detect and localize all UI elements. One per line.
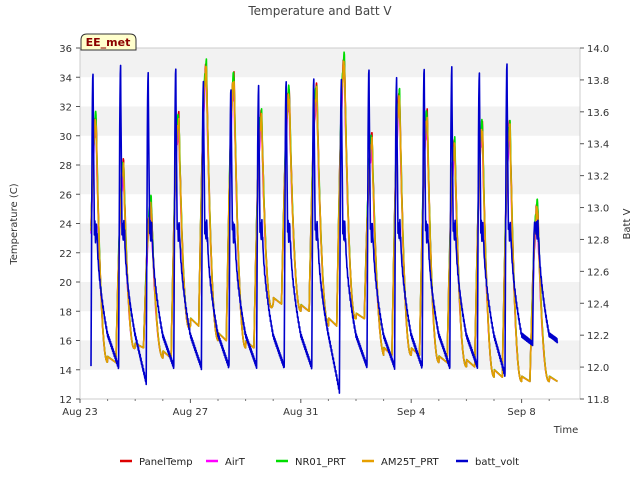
site-label-background xyxy=(80,33,137,51)
x-tick-label: Aug 27 xyxy=(173,407,208,418)
y2-tick-label: 12.6 xyxy=(587,267,609,278)
series-line-batt_volt xyxy=(90,63,559,394)
grid-band xyxy=(80,282,580,312)
legend-entry-AirT: AirT xyxy=(225,457,246,468)
grid-band xyxy=(80,223,580,253)
y2-tick-label: 12.2 xyxy=(587,331,609,342)
y2-tick-label: 13.8 xyxy=(587,76,609,87)
site-label: EE_met xyxy=(86,36,131,49)
legend-entry-NR01_PRT: NR01_PRT xyxy=(295,457,346,468)
y-tick-label: 24 xyxy=(59,220,72,231)
y2-tick-label: 12.8 xyxy=(587,235,609,246)
y-tick-label: 26 xyxy=(59,190,72,201)
x-tick-label: Aug 23 xyxy=(62,407,97,418)
y-tick-label: 12 xyxy=(59,395,72,406)
y-tick-label: 14 xyxy=(59,366,72,377)
legend: PanelTemp AirT NR01_PRT AM25T_PRT batt_volt xyxy=(120,457,519,468)
y2-tick-label: 14.0 xyxy=(587,44,609,55)
y2-tick-label: 12.0 xyxy=(587,363,609,374)
grid-band xyxy=(80,165,580,195)
y2-tick-label: 12.4 xyxy=(587,299,609,310)
x-tick-label: Aug 31 xyxy=(283,407,318,418)
legend-entry-batt_volt: batt_volt xyxy=(475,457,519,468)
y2-tick-label: 11.8 xyxy=(587,395,609,406)
chart-title: Temperature and Batt V xyxy=(247,4,392,18)
y-tick-label: 20 xyxy=(59,278,72,289)
y2-tick-label: 13.4 xyxy=(587,140,609,151)
y-tick-label: 32 xyxy=(59,103,72,114)
x-axis-label: Time xyxy=(553,425,578,436)
grid-band xyxy=(80,106,580,136)
site-label-box: EE_met xyxy=(80,33,137,51)
x-tick-label: Sep 4 xyxy=(397,407,425,418)
y-tick-label: 34 xyxy=(59,73,72,84)
y-tick-label: 16 xyxy=(59,337,72,348)
y-tick-label: 18 xyxy=(59,307,72,318)
y2-tick-label: 13.2 xyxy=(587,172,609,183)
y-tick-label: 22 xyxy=(59,249,72,260)
legend-entry-PanelTemp: PanelTemp xyxy=(139,457,193,468)
series-layer xyxy=(90,51,559,394)
y-tick-label: 28 xyxy=(59,161,72,172)
legend-entry-AM25T_PRT: AM25T_PRT xyxy=(381,457,440,468)
y-axis-label: Temperature (C) xyxy=(9,183,20,265)
x-tick-label: Sep 8 xyxy=(507,407,535,418)
y2-tick-label: 13.6 xyxy=(587,108,609,119)
y2-axis-label: Batt V xyxy=(622,208,633,239)
y2-tick-label: 13.0 xyxy=(587,204,609,215)
grid-band xyxy=(80,48,580,78)
y-tick-label: 36 xyxy=(59,44,72,55)
y-tick-label: 30 xyxy=(59,132,72,143)
ticks-layer: 12 14 16 18 20 22 24 26 28 30 32 34 36 11.8 12.0 12.2 12… xyxy=(59,44,609,418)
